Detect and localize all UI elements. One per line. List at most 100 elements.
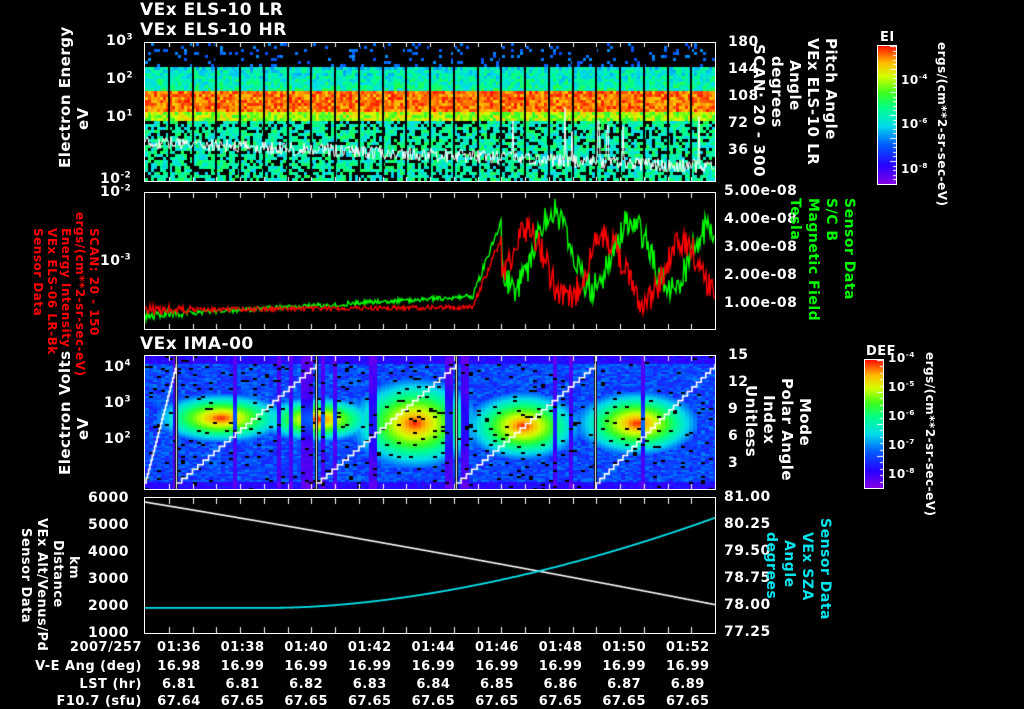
panel4-right-tick-3: 78.75 — [724, 570, 771, 586]
axis-cell-1-6: 16.99 — [538, 659, 583, 674]
panel3-ytick-1: 103 — [104, 394, 132, 411]
axis-cell-1-5: 16.99 — [475, 659, 519, 674]
colorbar-def-tick-1: 10-5 — [888, 379, 915, 394]
panel2-left-label-unit: ergs/(cm**2-sr-sec-eV) — [73, 212, 87, 377]
panel1-right-tick-2: 108 — [728, 88, 759, 104]
axis-cell-3-0: 67.64 — [157, 694, 201, 709]
axis-cell-1-4: 16.99 — [411, 659, 456, 674]
panel3-right-tick-3: 6 — [728, 428, 739, 444]
axis-row-label-0: 2007/257 — [69, 640, 142, 655]
panel1-title-lr: VEx ELS-10 LR — [140, 0, 284, 20]
colorbar-def-tick-2: 10-6 — [888, 408, 915, 423]
panel3-ytick-0: 104 — [104, 358, 132, 375]
axis-cell-0-6: 01:48 — [538, 640, 583, 655]
panel1-ytick-1: 102 — [106, 70, 134, 87]
colorbar-ei-tick-1: 10-6 — [901, 116, 928, 131]
colorbar-def[interactable] — [864, 359, 884, 489]
axis-cell-3-4: 67.65 — [411, 694, 456, 709]
panel2-right-label-magnetic-field: Magnetic Field — [805, 198, 821, 322]
axis-cell-1-1: 16.99 — [220, 659, 265, 674]
panel2-right-tick-1: 4.00e-08 — [724, 211, 798, 227]
axis-cell-1-3: 16.99 — [347, 659, 392, 674]
panel-electron-energy-spectrogram[interactable] — [144, 42, 716, 182]
axis-cell-1-8: 16.99 — [665, 659, 710, 674]
axis-cell-2-7: 6.87 — [607, 677, 642, 692]
axis-cell-1-7: 16.99 — [602, 659, 646, 674]
panel4-right-label-degrees: degrees — [763, 532, 779, 600]
panel4-right-label-sza: VEx SZA — [799, 532, 815, 601]
panel4-right-label-sensor-data: Sensor Data — [817, 518, 833, 620]
panel1-yunit: eV — [74, 107, 92, 130]
panel2-ytick-1: 10-3 — [100, 252, 132, 269]
axis-cell-0-2: 01:40 — [284, 640, 329, 655]
colorbar-ei[interactable] — [877, 45, 897, 185]
panel1-right-tick-1: 144 — [728, 61, 759, 77]
panel1-ytick-2: 101 — [106, 108, 134, 125]
panel-ion-spectrogram[interactable] — [144, 355, 716, 490]
colorbar-ei-title: EI — [880, 30, 895, 45]
panel2-right-label-tesla: Tesla — [787, 198, 803, 241]
panel4-left-label-km: km — [66, 556, 81, 580]
panel1-right-label-source: VEx ELS-10 LR — [804, 38, 822, 166]
panel4-left-label-distance: Distance — [50, 540, 65, 608]
panel4-left-tick-0: 6000 — [88, 490, 129, 506]
panel2-right-label-sc-b: S/C B — [823, 198, 839, 242]
panel4-left-tick-3: 3000 — [88, 571, 129, 587]
panel4-left-tick-2: 4000 — [88, 544, 129, 560]
axis-row-label-2: LST (hr) — [79, 677, 142, 692]
axis-cell-2-6: 6.86 — [543, 677, 578, 692]
panel4-right-tick-1: 80.25 — [724, 516, 771, 532]
axis-cell-2-0: 6.81 — [161, 677, 197, 692]
axis-cell-0-8: 01:52 — [665, 640, 710, 655]
axis-cell-2-4: 6.84 — [416, 677, 451, 692]
axis-cell-3-3: 67.65 — [347, 694, 392, 709]
panel2-left-label-quantity: Energy Intensity — [59, 228, 73, 348]
panel3-ytick-2: 102 — [104, 430, 132, 447]
panel1-right-label-pitch-angle: Pitch Angle — [822, 38, 840, 140]
panel2-right-tick-2: 3.00e-08 — [724, 239, 798, 255]
panel3-yunit: eV — [74, 417, 92, 440]
colorbar-ei-tick-2: 10-8 — [901, 161, 928, 176]
panel2-right-tick-0: 5.00e-08 — [724, 183, 798, 199]
panel3-title: VEx IMA-00 — [140, 334, 254, 354]
axis-cell-3-8: 67.65 — [665, 694, 710, 709]
panel1-right-tick-0: 180 — [728, 34, 759, 50]
axis-cell-2-1: 6.81 — [225, 677, 260, 692]
panel1-right-label-angle: Angle — [786, 60, 804, 111]
panel4-right-tick-5: 77.25 — [724, 624, 771, 640]
panel1-right-tick-4: 36 — [728, 142, 749, 158]
panel1-title-hr: VEx ELS-10 HR — [140, 20, 287, 40]
axis-cell-2-2: 6.82 — [289, 677, 324, 692]
colorbar-ei-tick-0: 10-4 — [901, 72, 928, 87]
panel4-left-label-sensor-data: Sensor Data — [18, 528, 33, 624]
axis-cell-2-5: 6.85 — [479, 677, 515, 692]
panel4-right-tick-4: 78.00 — [724, 597, 771, 613]
panel1-right-label-degrees: degrees — [768, 56, 786, 128]
panel4-left-tick-4: 2000 — [88, 598, 129, 614]
panel3-right-tick-1: 12 — [728, 374, 749, 390]
axis-row-label-3: F10.7 (sfu) — [56, 694, 142, 709]
panel4-right-label-angle: Angle — [781, 540, 797, 588]
panel4-right-tick-2: 79.50 — [724, 543, 771, 559]
panel3-right-tick-4: 3 — [728, 455, 739, 471]
colorbar-def-title: DEF — [866, 344, 897, 359]
axis-cell-0-5: 01:46 — [475, 640, 519, 655]
axis-cell-1-2: 16.99 — [284, 659, 328, 674]
axis-cell-0-3: 01:42 — [347, 640, 392, 655]
panel1-right-label-scan: SCAN: 20 - 300 — [750, 44, 768, 178]
panel1-right-tick-3: 72 — [728, 115, 749, 131]
panel3-right-tick-0: 15 — [728, 347, 749, 363]
panel3-right-label-polar-angle: Polar Angle — [778, 378, 796, 482]
panel2-left-label-sensor-data: Sensor Data — [31, 228, 45, 317]
panel-altitude-sza[interactable] — [144, 497, 716, 634]
axis-cell-0-0: 01:36 — [157, 640, 201, 655]
colorbar-ei-unit: ergs/(cm**2-sr-sec-eV) — [935, 42, 949, 207]
panel4-left-tick-5: 1000 — [88, 625, 129, 641]
panel-energy-intensity-magnetic-field[interactable] — [144, 192, 716, 330]
colorbar-def-tick-4: 10-8 — [888, 466, 915, 481]
axis-cell-0-7: 01:50 — [602, 640, 647, 655]
panel1-ytick-3: 10-2 — [100, 170, 132, 187]
panel4-left-label-source: VEx Alt/Venus/Pd — [34, 518, 49, 652]
panel3-ylabel: Electron Volts — [56, 350, 74, 475]
